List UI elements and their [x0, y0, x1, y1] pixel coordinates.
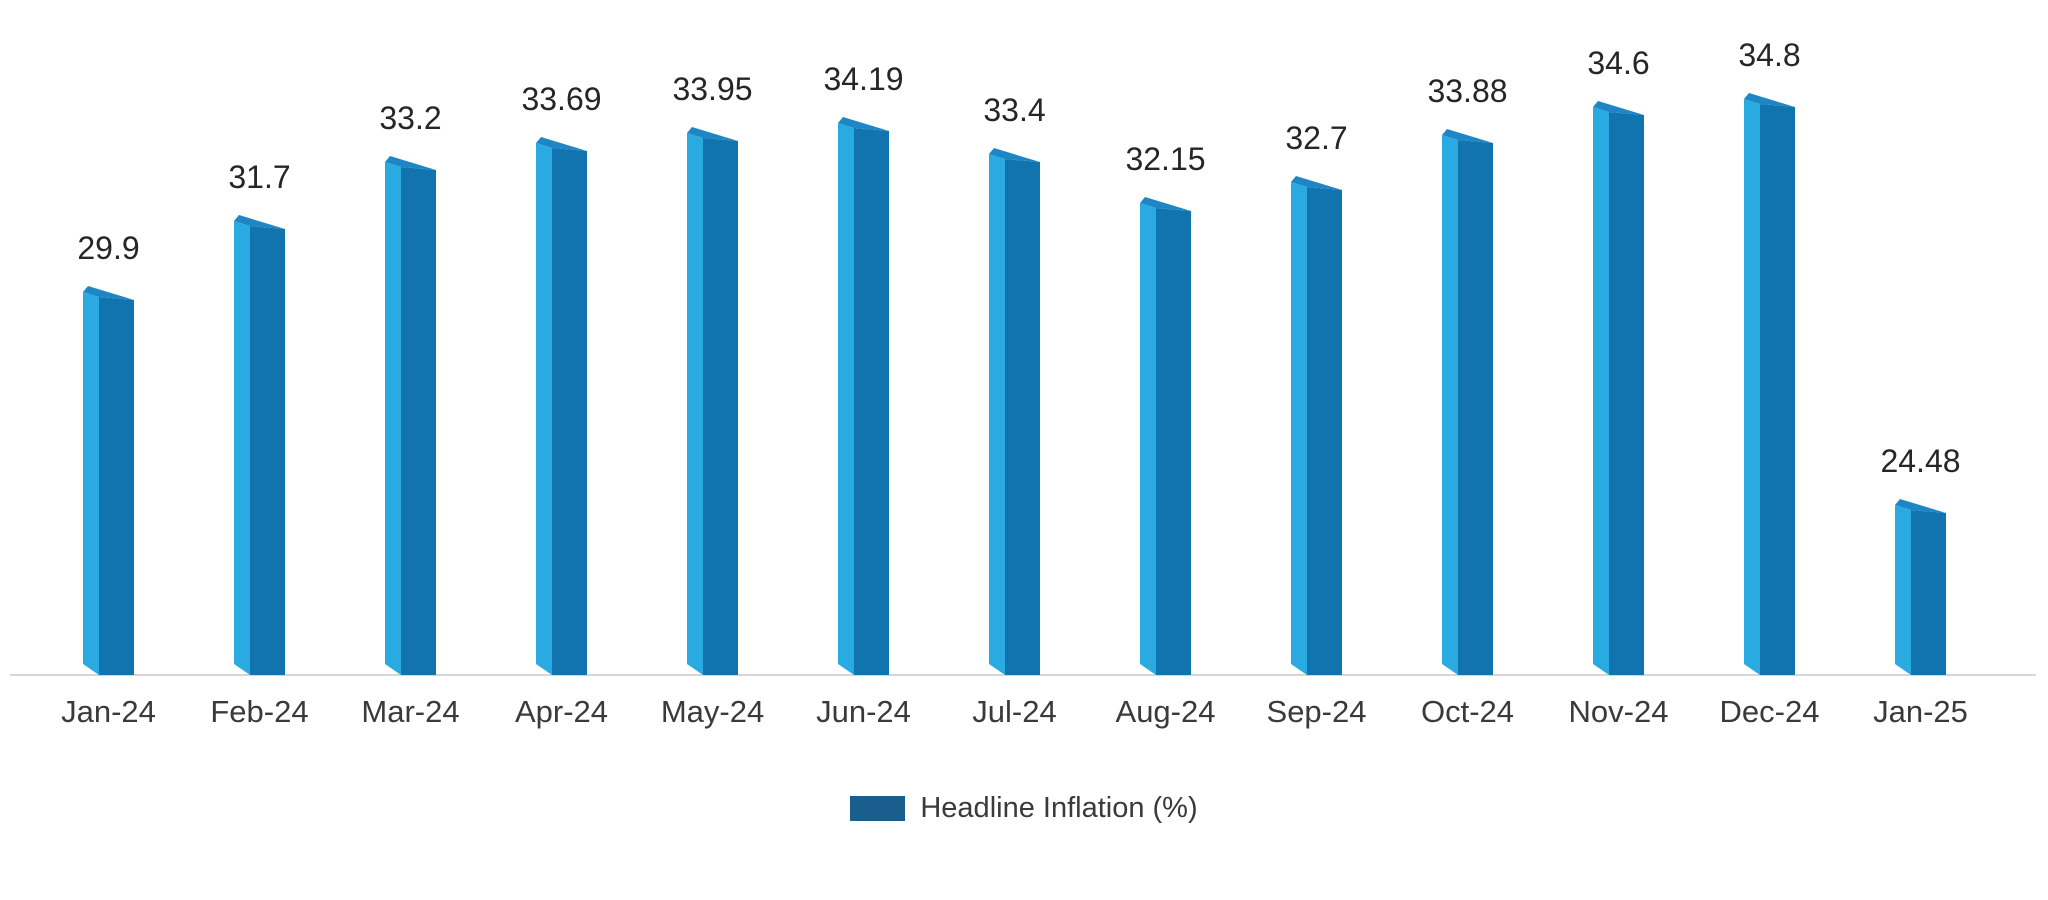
- bar-slot: 32.7: [1241, 122, 1392, 675]
- bar-top-face: [1744, 93, 1795, 107]
- bar-value-label: 34.8: [1738, 37, 1801, 73]
- bar-value-label: 32.7: [1285, 120, 1348, 156]
- bar-left-face: [536, 143, 552, 675]
- x-axis-labels: Jan-24 Feb-24 Mar-24 Apr-24 May-24 Jun-24 Jul-…: [33, 694, 1996, 730]
- bar: [234, 215, 285, 675]
- bar-value-label: 34.19: [823, 61, 904, 97]
- bar: [536, 137, 587, 675]
- bar-front-face: [1760, 104, 1795, 675]
- bar-slot: 33.95: [637, 73, 788, 675]
- bar-front-face: [1156, 208, 1191, 675]
- bar-top-face: [1140, 197, 1191, 211]
- legend-swatch: [850, 796, 906, 821]
- bar-front-face: [703, 138, 738, 675]
- legend-label: Headline Inflation (%): [920, 792, 1198, 824]
- bar-top-face: [989, 148, 1040, 162]
- bar-slot: 32.15: [1090, 143, 1241, 675]
- x-axis-label: Jan-24: [61, 694, 156, 729]
- x-axis-label: Feb-24: [210, 694, 309, 729]
- bar-value-label: 29.9: [77, 230, 140, 266]
- bar-top-face: [687, 127, 738, 141]
- bar-front-face: [1911, 510, 1946, 675]
- bar-front-face: [1307, 187, 1342, 675]
- bar-front-face: [1458, 140, 1493, 675]
- x-axis-label: Mar-24: [361, 694, 460, 729]
- bar-front-face: [250, 226, 285, 675]
- bar-left-face: [234, 221, 250, 675]
- bar: [385, 156, 436, 675]
- bar-front-face: [1005, 159, 1040, 675]
- bar-slot: 24.48: [1845, 445, 1996, 675]
- x-axis-label: Jun-24: [816, 694, 911, 729]
- bar: [1593, 101, 1644, 675]
- x-axis-label: Apr-24: [514, 694, 609, 729]
- bar-value-label: 24.48: [1880, 443, 1961, 479]
- bar-slot: 34.19: [788, 63, 939, 675]
- bar-value-label: 33.2: [379, 100, 442, 136]
- bar-top-face: [385, 156, 436, 170]
- bar-left-face: [1291, 182, 1307, 675]
- bar-left-face: [1593, 107, 1609, 675]
- bar-top-face: [1291, 176, 1342, 190]
- bar: [83, 286, 134, 675]
- bar: [1291, 176, 1342, 675]
- bar-top-face: [536, 137, 587, 151]
- x-axis-label: May-24: [660, 694, 765, 729]
- bar: [1442, 129, 1493, 675]
- bar-top-face: [234, 215, 285, 229]
- x-axis-label: Aug-24: [1115, 694, 1216, 729]
- x-axis-label: Dec-24: [1719, 694, 1820, 729]
- bar-front-face: [854, 128, 889, 675]
- x-axis-line: [10, 674, 2036, 676]
- x-axis-label: Jul-24: [972, 694, 1057, 729]
- bar-front-face: [401, 167, 436, 675]
- bar-left-face: [687, 133, 703, 675]
- x-axis-label: Sep-24: [1266, 694, 1367, 729]
- bar-front-face: [1609, 112, 1644, 675]
- bar-value-label: 33.88: [1427, 73, 1508, 109]
- bar-slot: 33.4: [939, 94, 1090, 675]
- x-axis-label: Oct-24: [1420, 694, 1515, 729]
- x-axis-label: Nov-24: [1568, 694, 1669, 729]
- bar-value-label: 33.95: [672, 71, 753, 107]
- bar-value-label: 33.4: [983, 92, 1046, 128]
- bar-left-face: [1895, 505, 1911, 675]
- bar-front-face: [99, 297, 134, 675]
- bar-left-face: [838, 123, 854, 675]
- bar-left-face: [385, 162, 401, 675]
- bar-left-face: [989, 154, 1005, 675]
- bar-value-label: 34.6: [1587, 45, 1650, 81]
- bar-value-label: 31.7: [228, 159, 291, 195]
- bar-left-face: [1442, 135, 1458, 675]
- legend: Headline Inflation (%): [0, 792, 2048, 825]
- x-axis-label: Jan-25: [1873, 694, 1968, 729]
- bar-top-face: [838, 117, 889, 131]
- bar-top-face: [83, 286, 134, 300]
- bar-front-face: [552, 148, 587, 675]
- bar-top-face: [1442, 129, 1493, 143]
- bar-slot: 33.69: [486, 83, 637, 675]
- bar-slot: 34.8: [1694, 39, 1845, 675]
- bar: [1140, 197, 1191, 675]
- bar-value-label: 33.69: [521, 81, 602, 117]
- bar-top-face: [1895, 499, 1946, 513]
- bar-value-label: 32.15: [1125, 141, 1206, 177]
- bars-row: 29.9 31.7 33.2 33.69 33.95 34.19 33.4 32.15 32.7…: [33, 0, 1996, 675]
- bar-slot: 33.2: [335, 102, 486, 675]
- bar-slot: 33.88: [1392, 75, 1543, 675]
- bar: [1895, 499, 1946, 675]
- bar-slot: 34.6: [1543, 47, 1694, 675]
- bar-left-face: [1744, 99, 1760, 675]
- bar-left-face: [83, 292, 99, 675]
- bar: [838, 117, 889, 675]
- bar-left-face: [1140, 203, 1156, 675]
- bar-slot: 29.9: [33, 232, 184, 675]
- bar: [687, 127, 738, 675]
- bar: [989, 148, 1040, 675]
- bar: [1744, 93, 1795, 675]
- bar-slot: 31.7: [184, 161, 335, 675]
- bar-top-face: [1593, 101, 1644, 115]
